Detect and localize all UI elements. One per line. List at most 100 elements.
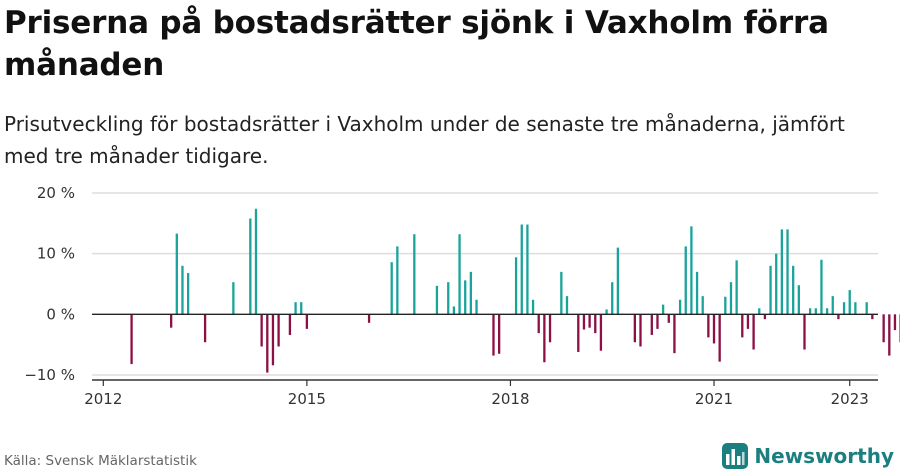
x-tick-label: 2023 bbox=[831, 390, 869, 408]
x-tick-label: 2012 bbox=[84, 390, 122, 408]
bar bbox=[865, 302, 868, 315]
bar bbox=[690, 226, 693, 315]
bar bbox=[492, 314, 495, 356]
bar bbox=[803, 314, 806, 350]
bar bbox=[288, 314, 292, 335]
bar bbox=[497, 314, 501, 354]
y-tick-label: 0 % bbox=[46, 305, 75, 323]
bar bbox=[447, 282, 450, 315]
bar bbox=[746, 314, 750, 329]
y-tick-label: 10 % bbox=[37, 245, 75, 263]
x-axis: 2012 2015 2018 2021 2023 bbox=[84, 379, 878, 408]
chart-title: Priserna på bostadsrätter sjönk i Vaxhol… bbox=[4, 5, 829, 83]
bar bbox=[792, 265, 795, 315]
bar bbox=[797, 285, 800, 315]
x-tick-label: 2018 bbox=[491, 390, 529, 408]
bars bbox=[92, 208, 900, 373]
bar bbox=[130, 314, 133, 365]
gridlines bbox=[92, 192, 878, 376]
bar bbox=[577, 314, 580, 352]
bar bbox=[639, 314, 642, 347]
bar bbox=[831, 296, 834, 315]
bar bbox=[775, 253, 778, 315]
bar bbox=[707, 314, 710, 338]
bar bbox=[543, 314, 546, 363]
bar bbox=[854, 302, 857, 315]
bar bbox=[514, 257, 518, 315]
bar bbox=[780, 229, 784, 315]
bar bbox=[888, 314, 891, 356]
bar bbox=[186, 273, 190, 315]
source-note: Källa: Svensk Mäklarstatistik bbox=[4, 453, 197, 469]
bar bbox=[435, 285, 439, 315]
bar bbox=[701, 296, 704, 315]
bar bbox=[537, 314, 540, 334]
x-tick-label: 2021 bbox=[695, 390, 733, 408]
bar bbox=[820, 259, 823, 315]
bar bbox=[458, 234, 461, 315]
bar bbox=[786, 229, 789, 315]
bar bbox=[695, 271, 699, 315]
bar bbox=[531, 299, 535, 315]
bar bbox=[260, 314, 263, 347]
bar bbox=[741, 314, 744, 338]
bar bbox=[758, 308, 761, 315]
bar bbox=[294, 302, 297, 315]
bar bbox=[599, 314, 603, 351]
bar bbox=[724, 296, 727, 315]
bar bbox=[605, 309, 608, 315]
bar bbox=[735, 260, 738, 315]
bar bbox=[842, 302, 846, 315]
bar bbox=[650, 314, 653, 335]
bar bbox=[249, 218, 252, 315]
bar bbox=[254, 208, 258, 315]
y-axis-ticks: −10 % 0 % 10 % 20 % bbox=[24, 184, 75, 384]
bar bbox=[661, 304, 665, 315]
bar bbox=[684, 246, 687, 315]
bar bbox=[611, 282, 614, 315]
bar bbox=[277, 314, 280, 347]
bar bbox=[825, 308, 829, 315]
bar bbox=[526, 224, 529, 315]
y-tick-label: −10 % bbox=[24, 366, 75, 384]
bar bbox=[582, 314, 586, 330]
bar bbox=[464, 280, 467, 315]
bar bbox=[656, 314, 659, 329]
x-tick-label: 2015 bbox=[288, 390, 326, 408]
newsworthy-logo[interactable]: Newsworthy bbox=[722, 442, 894, 470]
bar bbox=[175, 233, 178, 315]
brand-name: Newsworthy bbox=[754, 444, 894, 468]
bar bbox=[271, 314, 275, 366]
bar bbox=[396, 246, 399, 315]
bar bbox=[469, 271, 473, 315]
bar bbox=[475, 299, 478, 315]
bar bbox=[390, 262, 393, 315]
y-tick-label: 20 % bbox=[37, 184, 75, 202]
bar bbox=[633, 314, 636, 343]
bar bbox=[588, 314, 591, 328]
chart-subtitle: Prisutveckling för bostadsrätter i Vaxho… bbox=[4, 112, 845, 168]
bar bbox=[848, 290, 851, 315]
bar bbox=[594, 314, 597, 334]
bar bbox=[452, 306, 456, 315]
bar bbox=[893, 314, 897, 331]
bar bbox=[712, 314, 716, 344]
bar-chart-icon bbox=[722, 443, 749, 469]
bar bbox=[808, 308, 812, 315]
bar bbox=[548, 314, 552, 343]
bar bbox=[367, 314, 371, 323]
bar bbox=[181, 265, 184, 315]
bar bbox=[232, 282, 235, 315]
bar bbox=[752, 314, 755, 350]
bar bbox=[520, 224, 523, 315]
bar bbox=[305, 314, 309, 329]
bar bbox=[565, 296, 569, 315]
bar bbox=[170, 314, 173, 328]
bar bbox=[300, 302, 303, 315]
bar bbox=[814, 308, 817, 315]
bar bbox=[266, 314, 269, 373]
bar bbox=[667, 314, 670, 323]
bar bbox=[616, 247, 620, 315]
bar bbox=[763, 314, 767, 320]
bar bbox=[673, 314, 676, 354]
